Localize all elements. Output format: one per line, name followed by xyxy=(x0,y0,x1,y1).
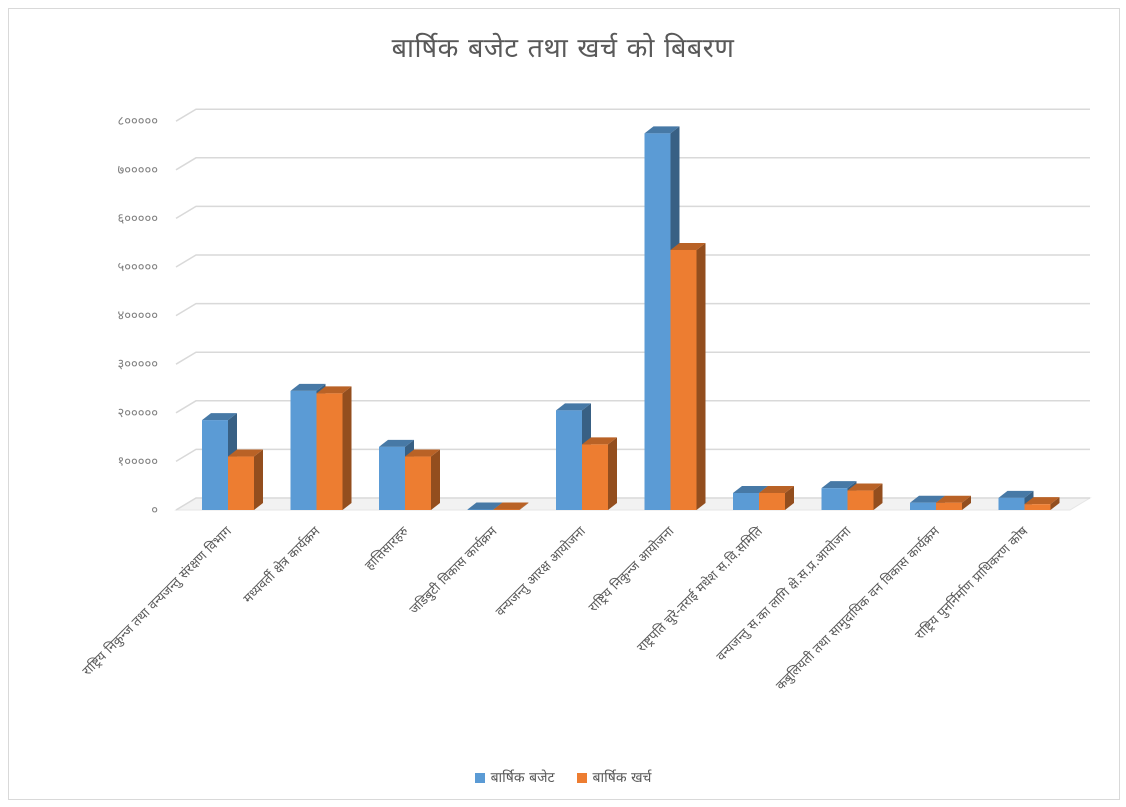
chart-area xyxy=(8,8,1120,800)
bar-top xyxy=(733,485,768,493)
bar xyxy=(821,488,848,510)
bar-top xyxy=(290,383,326,391)
bar-top xyxy=(1024,497,1060,505)
gridline xyxy=(175,157,1090,171)
bar xyxy=(379,446,405,510)
bar xyxy=(644,133,671,510)
bar-top xyxy=(821,481,857,489)
bar-top xyxy=(910,495,945,503)
bar xyxy=(202,420,228,510)
bar-top xyxy=(998,490,1034,498)
y-tick-label: १००००० xyxy=(117,454,158,469)
bar-top xyxy=(644,126,680,134)
y-tick-label: २००००० xyxy=(117,406,158,421)
legend-swatch-expense xyxy=(576,772,587,783)
gridline xyxy=(175,448,1090,463)
x-tick-label: राष्ट्रिय निकुन्ज आयोजना xyxy=(585,523,677,615)
legend-item-budget: बार्षिक बजेट xyxy=(474,768,555,787)
bar xyxy=(556,410,582,510)
gridline xyxy=(175,108,1090,122)
bar xyxy=(228,456,254,510)
bar xyxy=(290,390,317,510)
bar-top xyxy=(405,449,440,457)
bar-top xyxy=(202,413,237,421)
bar-top xyxy=(936,495,971,503)
bar-side xyxy=(519,502,529,510)
bar-top xyxy=(670,242,706,250)
bar-side xyxy=(254,449,263,510)
bar-side xyxy=(431,449,440,510)
bar xyxy=(1024,504,1051,510)
bar-top xyxy=(847,483,883,491)
x-tick-label: वन्यजन्तु आरक्ष आयोजना xyxy=(492,523,589,620)
bar xyxy=(467,509,494,510)
bar-top xyxy=(467,502,503,510)
bar xyxy=(759,492,785,510)
gridline xyxy=(175,400,1090,414)
bar-side xyxy=(873,483,883,510)
y-tick-label: ८००००० xyxy=(117,114,158,129)
x-tick-label: जडिबुटी विकास कार्यक्रम xyxy=(406,523,500,617)
bar xyxy=(670,249,697,511)
bar-side xyxy=(696,242,706,511)
bar-top xyxy=(379,439,414,447)
bar-side xyxy=(962,495,971,510)
gridline xyxy=(175,205,1090,220)
bar xyxy=(582,444,608,510)
bar-top xyxy=(228,449,263,457)
gridline xyxy=(175,351,1090,365)
bar-top xyxy=(316,386,352,394)
x-tick-label: मध्यवर्ती क्षेत्र कार्यक्रम xyxy=(240,523,323,606)
y-tick-label: ४००००० xyxy=(117,309,158,324)
y-tick-label: ७००००० xyxy=(117,163,158,178)
bar-top xyxy=(493,502,529,510)
bar xyxy=(733,492,759,510)
x-tick-label: राष्ट्रिय निकुन्ज तथा वन्यजन्तु संरक्षण … xyxy=(79,523,235,679)
bar-top xyxy=(759,485,794,493)
bar xyxy=(998,497,1025,510)
legend-item-expense: बार्षिक खर्च xyxy=(576,768,652,787)
bar-side xyxy=(785,485,794,510)
bar xyxy=(910,502,936,510)
chart-title: बार्षिक बजेट तथा खर्च को बिबरण xyxy=(391,33,735,64)
y-tick-label: ६००००० xyxy=(117,211,158,226)
bar-side xyxy=(342,386,352,510)
bar xyxy=(316,393,343,510)
legend: बार्षिक बजेट बार्षिक खर्च xyxy=(0,768,1126,787)
bar xyxy=(936,502,962,510)
y-tick-label: ० xyxy=(151,503,158,518)
gridline xyxy=(175,302,1090,317)
gridline xyxy=(175,254,1090,268)
y-tick-label: ३००००० xyxy=(117,357,158,372)
legend-label-expense: बार्षिक खर्च xyxy=(592,770,652,786)
x-tick-label: हात्तिसारहरु xyxy=(362,523,412,573)
bar-side xyxy=(1050,497,1060,510)
bar xyxy=(405,456,431,510)
y-tick-label: ५००००० xyxy=(117,260,158,275)
legend-swatch-budget xyxy=(474,772,485,783)
bar xyxy=(493,509,520,510)
legend-label-budget: बार्षिक बजेट xyxy=(490,770,555,786)
bar-top xyxy=(556,403,591,411)
bar-side xyxy=(608,437,617,510)
bar-top xyxy=(582,437,617,445)
x-tick-label: कबुलियती तथा सामुदायिक वन विकास कार्यक्र… xyxy=(773,523,943,693)
bar xyxy=(847,490,874,510)
